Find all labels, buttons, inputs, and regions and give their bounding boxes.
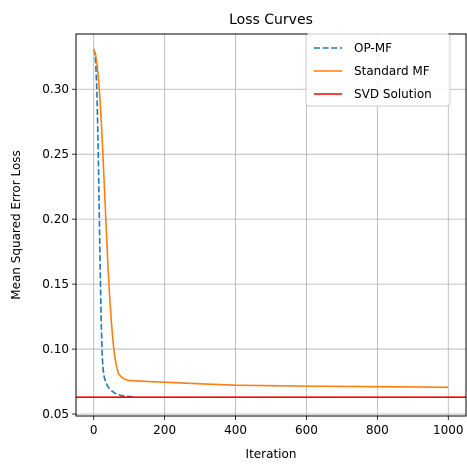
x-tick-label: 600: [295, 423, 318, 437]
chart-title: Loss Curves: [229, 12, 313, 28]
legend: OP-MF Standard MF SVD Solution: [305, 33, 451, 107]
y-tick-label: 0.25: [42, 147, 69, 161]
x-tick-label: 200: [153, 423, 176, 437]
y-tick-label: 0.05: [42, 407, 69, 421]
y-axis-label: Mean Squared Error Loss: [9, 150, 23, 300]
axes-frame: [75, 33, 467, 417]
y-tick-label: 0.30: [42, 82, 69, 96]
x-axis-ticks: 0 200 400 600 800 1000: [90, 416, 464, 437]
y-axis-ticks: 0.05 0.10 0.15 0.20 0.25 0.30: [42, 82, 76, 421]
legend-label-standard-mf: Standard MF: [354, 64, 430, 78]
series-line-op-mf: [92, 48, 133, 398]
legend-label-op-mf: OP-MF: [354, 41, 392, 55]
x-tick-label: 1000: [433, 423, 464, 437]
y-tick-label: 0.15: [42, 277, 69, 291]
y-tick-label: 0.10: [42, 342, 69, 356]
series-line-standard-mf: [92, 48, 449, 389]
legend-box: [305, 33, 451, 107]
y-tick-label: 0.20: [42, 212, 69, 226]
x-tick-label: 0: [90, 423, 98, 437]
x-tick-label: 400: [224, 423, 247, 437]
series-lines: [76, 48, 466, 398]
legend-label-svd-solution: SVD Solution: [354, 87, 432, 101]
x-axis-label: Iteration: [246, 447, 297, 461]
x-tick-label: 800: [366, 423, 389, 437]
